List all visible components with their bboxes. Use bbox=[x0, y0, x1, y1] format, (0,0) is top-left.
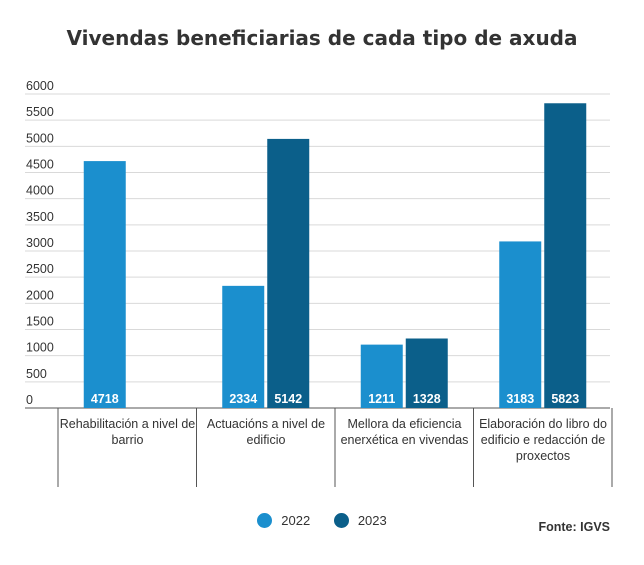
y-tick-label-3000: 3000 bbox=[26, 236, 54, 250]
data-label-2022-0: 4718 bbox=[91, 392, 119, 406]
y-tick-label-0: 0 bbox=[26, 393, 33, 407]
legend-label-2022: 2022 bbox=[281, 513, 311, 528]
data-label-2023-3: 5823 bbox=[551, 392, 579, 406]
legend-swatch-2022 bbox=[257, 513, 273, 528]
legend-item-2023: 2023 bbox=[333, 513, 387, 528]
data-label-2022-2: 1211 bbox=[368, 392, 395, 406]
x-category-label-2: Mellora da eficiencia enerxética en vive… bbox=[340, 417, 469, 447]
y-tick-label-4500: 4500 bbox=[26, 158, 54, 172]
bar-2022-0 bbox=[83, 161, 126, 408]
bar-2023-2 bbox=[405, 338, 448, 408]
bar-2022-2 bbox=[360, 344, 403, 408]
legend-swatch-2023 bbox=[333, 513, 349, 528]
source-note: Fonte: IGVS bbox=[538, 520, 610, 534]
x-category-label-0: Rehabilitación a nivel de barrio bbox=[59, 417, 196, 447]
x-category-label-1: Actuacións a nivel de edificio bbox=[206, 417, 326, 447]
data-label-2022-3: 3183 bbox=[506, 392, 534, 406]
data-label-2023-1: 5142 bbox=[274, 392, 302, 406]
y-tick-label-2000: 2000 bbox=[26, 288, 54, 302]
legend: 2022 2023 bbox=[0, 513, 644, 531]
y-tick-label-5500: 5500 bbox=[26, 105, 54, 119]
y-tick-label-3500: 3500 bbox=[26, 210, 54, 224]
y-tick-label-4000: 4000 bbox=[26, 184, 54, 198]
y-tick-label-5000: 5000 bbox=[26, 131, 54, 145]
y-tick-label-1000: 1000 bbox=[26, 341, 54, 355]
y-tick-label-6000: 6000 bbox=[26, 79, 54, 93]
bar-2022-1 bbox=[222, 285, 265, 408]
data-label-2023-2: 1328 bbox=[413, 392, 441, 406]
bar-2022-3 bbox=[499, 241, 542, 408]
y-tick-label-1500: 1500 bbox=[26, 315, 54, 329]
y-tick-label-500: 500 bbox=[26, 367, 47, 381]
y-tick-label-2500: 2500 bbox=[26, 262, 54, 276]
x-category-label-3: Elaboración do libro do edificio e redac… bbox=[479, 417, 607, 463]
data-label-2022-1: 2334 bbox=[229, 392, 257, 406]
legend-label-2023: 2023 bbox=[357, 513, 387, 528]
bar-2023-1 bbox=[267, 138, 310, 409]
chart-title: Vivendas beneficiarias de cada tipo de a… bbox=[66, 26, 578, 50]
bar-2023-3 bbox=[544, 103, 587, 408]
legend-item-2022: 2022 bbox=[257, 513, 310, 528]
